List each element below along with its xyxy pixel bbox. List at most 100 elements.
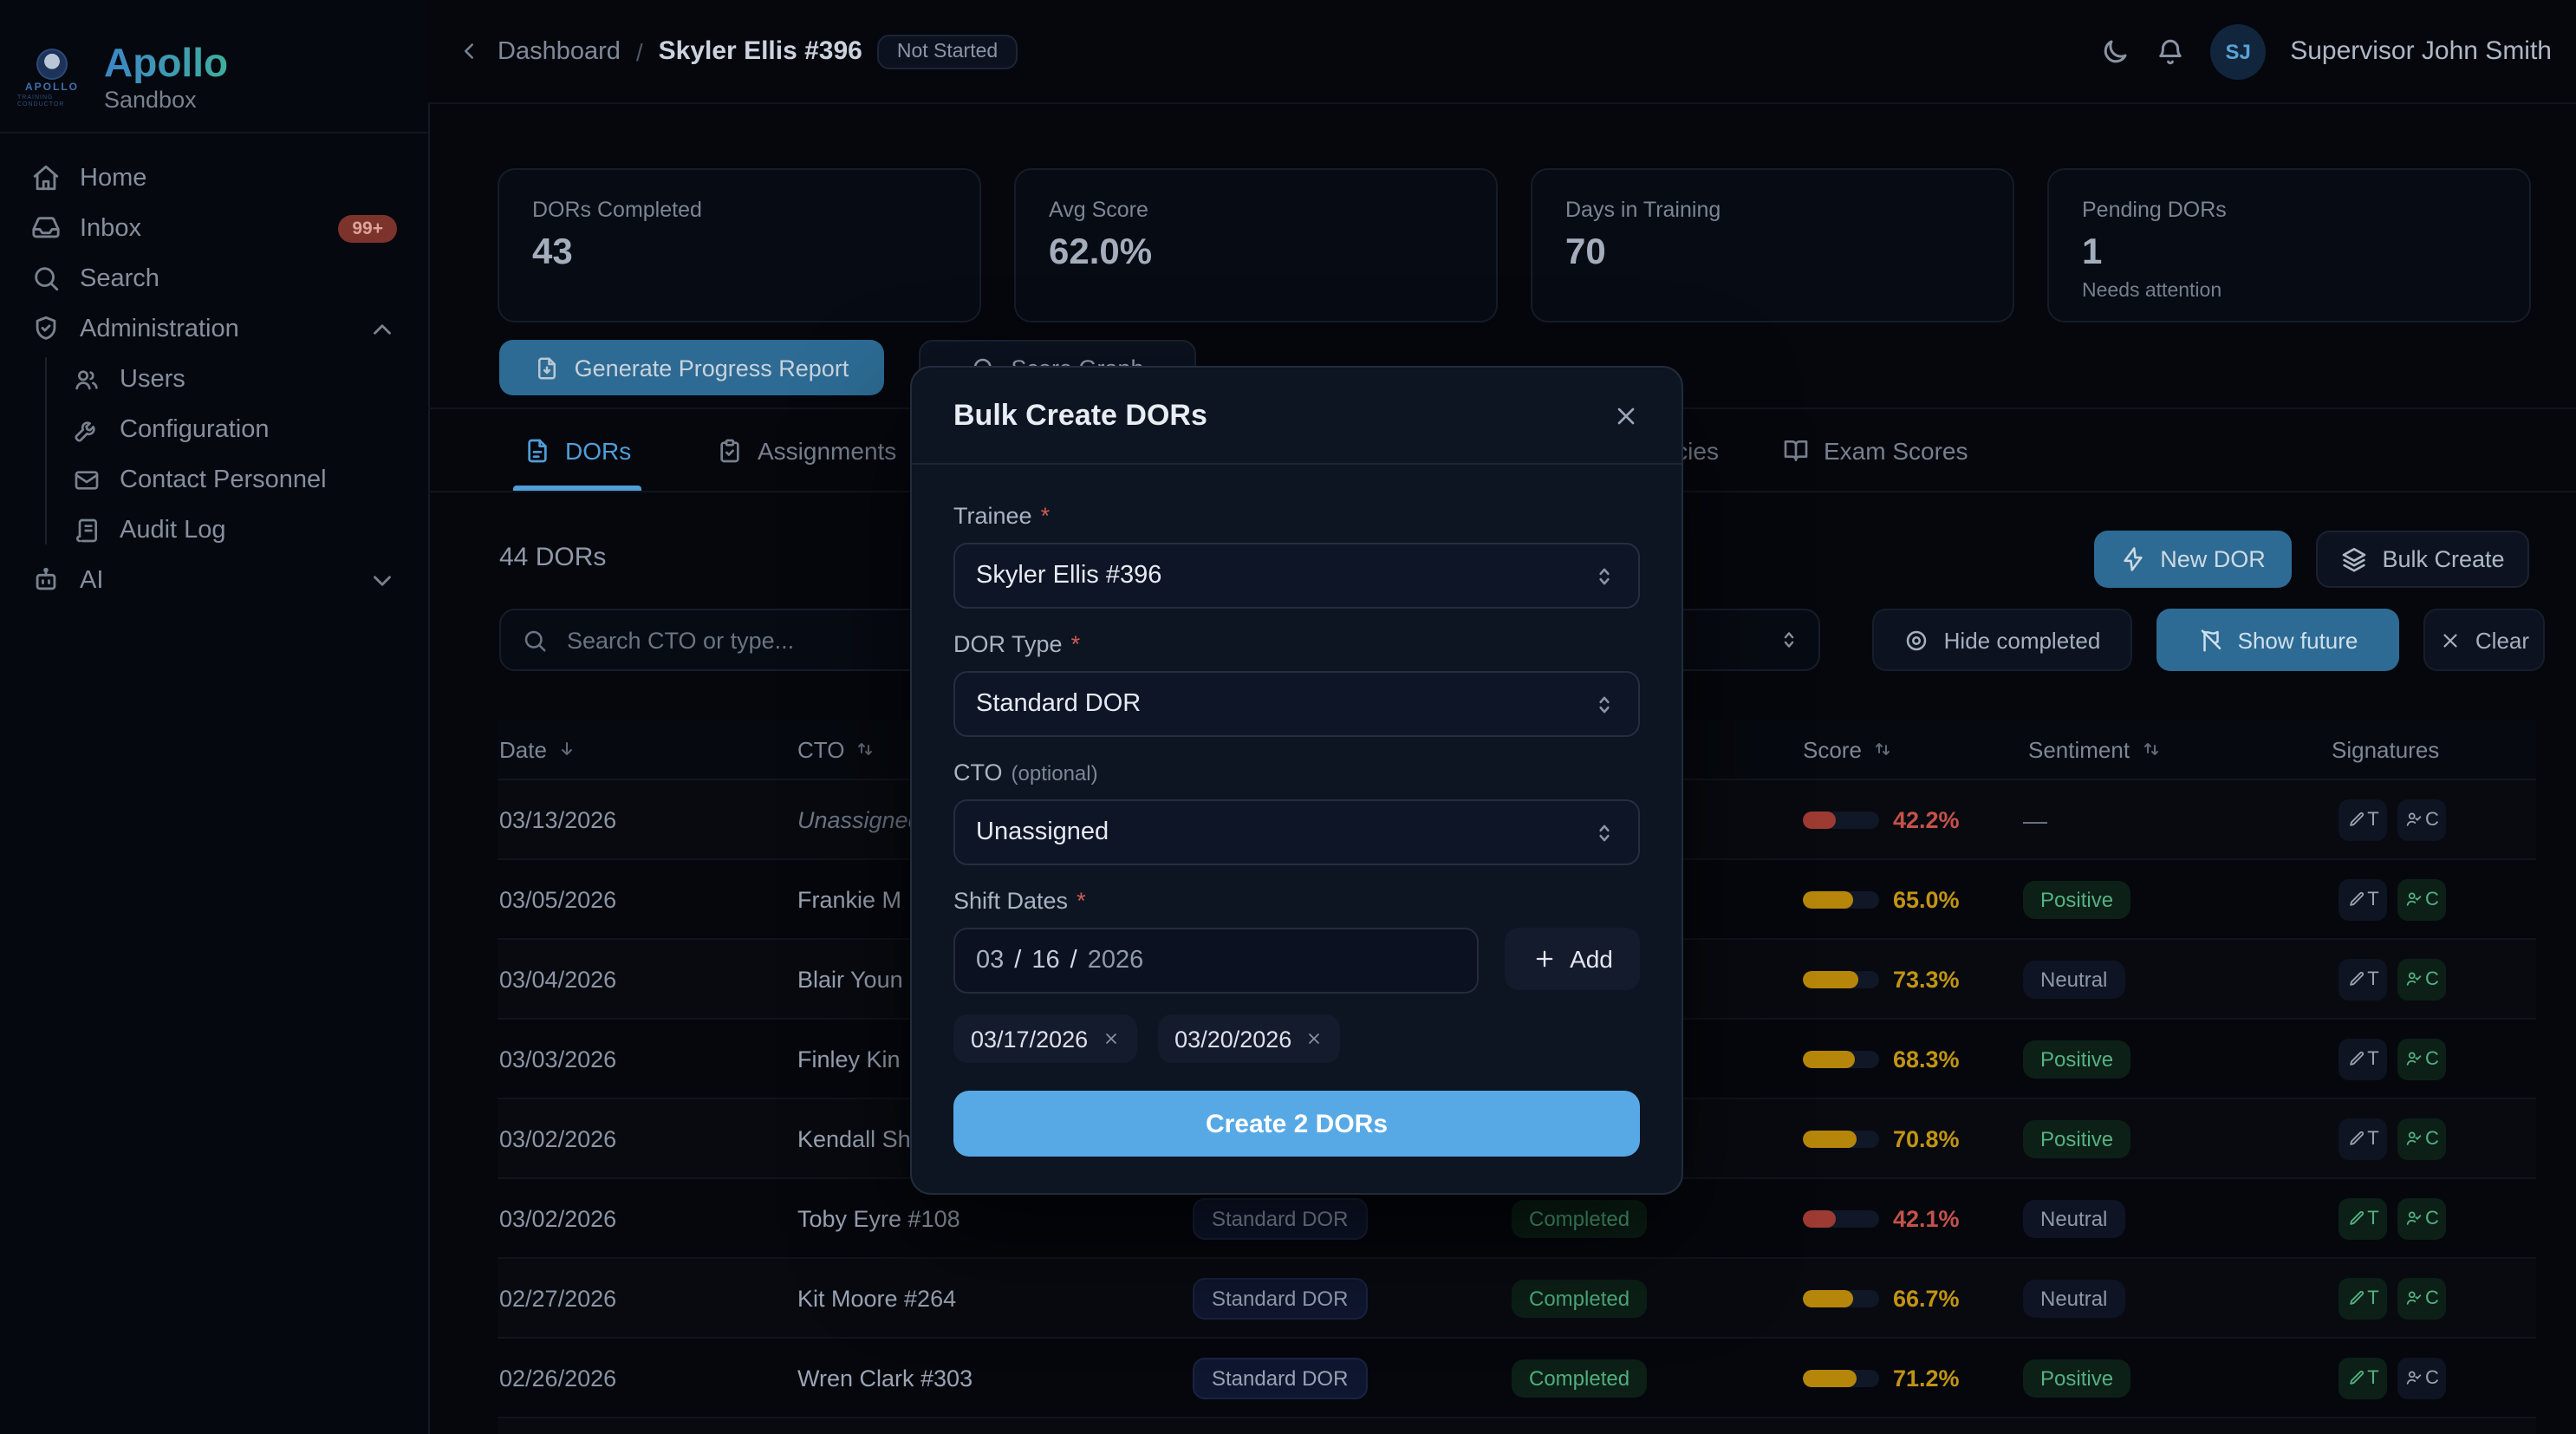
tab-assignments[interactable]: Assignments	[716, 409, 896, 491]
dor-count: 44 DORs	[499, 543, 606, 572]
stat-card: Avg Score 62.0%	[1014, 168, 1498, 323]
cto-select[interactable]: Unassigned	[953, 799, 1640, 865]
stat-note: Needs attention	[2082, 281, 2221, 302]
remove-date-icon[interactable]	[1102, 1030, 1119, 1047]
new-dor-button[interactable]: New DOR	[2094, 531, 2292, 588]
bulk-create-button[interactable]: Bulk Create	[2316, 531, 2529, 588]
sidebar-item-contact-personnel[interactable]: Contact Personnel	[0, 454, 428, 505]
signature-t-chip[interactable]: T	[2339, 798, 2387, 840]
pencil-icon	[2346, 1129, 2365, 1148]
signature-t-chip[interactable]: T	[2339, 878, 2387, 920]
avatar[interactable]: SJ	[2210, 23, 2266, 79]
back-chevron-icon[interactable]	[456, 38, 482, 64]
pencil-icon	[2346, 1209, 2365, 1228]
sentiment-empty: —	[2023, 805, 2047, 833]
sort-both-icon	[855, 739, 875, 759]
target-icon	[1904, 627, 1930, 653]
signature-c-chip[interactable]: C	[2397, 1277, 2446, 1319]
signature-c-chip[interactable]: C	[2397, 798, 2446, 840]
generate-progress-report-button[interactable]: Generate Progress Report	[499, 340, 884, 395]
remove-date-icon[interactable]	[1305, 1030, 1323, 1047]
signature-t-chip[interactable]: T	[2339, 1277, 2387, 1319]
score-bar	[1803, 1369, 1879, 1386]
signature-c-chip[interactable]: C	[2397, 958, 2446, 1000]
dor-cto: Kendall Sh	[797, 1125, 911, 1151]
user-check-icon	[2404, 1288, 2423, 1307]
column-header-date[interactable]: Date	[499, 720, 578, 779]
dor-status-badge: Completed	[1512, 1199, 1647, 1237]
sidebar-item-inbox[interactable]: Inbox 99+	[0, 203, 428, 253]
sidebar-item-ai[interactable]: AI	[0, 555, 428, 605]
column-header-score[interactable]: Score	[1803, 720, 1893, 779]
add-date-button[interactable]: Add	[1505, 928, 1640, 990]
close-icon[interactable]	[1612, 401, 1640, 429]
stat-card: DORs Completed 43	[498, 168, 981, 323]
dor-type-badge: Standard DOR	[1193, 1357, 1367, 1398]
tab-dors[interactable]: DORs	[524, 409, 631, 491]
signature-t-chip[interactable]: T	[2339, 958, 2387, 1000]
sidebar-item-home[interactable]: Home	[0, 153, 428, 203]
brand[interactable]: APOLLO TRAINING CONDUCTOR Apollo Sandbox	[17, 42, 228, 113]
column-header-cto[interactable]: CTO	[797, 720, 875, 779]
user-check-icon	[2404, 1368, 2423, 1387]
dark-mode-icon[interactable]	[2099, 36, 2130, 67]
score-value: 71.2%	[1893, 1365, 1960, 1391]
sidebar-item-audit-log[interactable]: Audit Log	[0, 505, 428, 555]
signature-c-chip[interactable]: C	[2397, 1197, 2446, 1239]
sidebar-item-administration[interactable]: Administration	[0, 303, 428, 354]
sidebar-item-users[interactable]: Users	[0, 354, 428, 404]
signature-t-chip[interactable]: T	[2339, 1118, 2387, 1159]
sentiment-badge: Neutral	[2023, 1279, 2124, 1317]
trainee-select[interactable]: Skyler Ellis #396	[953, 543, 1640, 609]
signature-c-chip[interactable]: C	[2397, 1118, 2446, 1159]
score-bar	[1803, 970, 1879, 988]
shift-date-input[interactable]: 03/16/2026	[953, 928, 1479, 994]
signature-c-chip[interactable]: C	[2397, 878, 2446, 920]
book-open-icon	[1782, 436, 1810, 464]
stat-label: Pending DORs	[2082, 198, 2227, 222]
dor-type-badge: Standard DOR	[1193, 1197, 1367, 1239]
sidebar-item-label: Configuration	[120, 415, 270, 443]
tab-exam-scores[interactable]: Exam Scores	[1782, 409, 1968, 491]
dor-type-select[interactable]: Standard DOR	[953, 671, 1640, 737]
table-row[interactable]: 02/26/2026 Wren Clark #303 Standard DOR …	[498, 1339, 2536, 1418]
sentiment-badge: Positive	[2023, 1359, 2130, 1397]
clear-filters-button[interactable]: Clear	[2423, 609, 2545, 671]
create-dors-submit-button[interactable]: Create 2 DORs	[953, 1091, 1640, 1157]
shield-check-icon	[31, 314, 61, 343]
score-bar	[1803, 1050, 1879, 1067]
sentiment-badge: Neutral	[2023, 1199, 2124, 1237]
column-header-sentiment[interactable]: Sentiment	[2028, 720, 2161, 779]
tab-label: Exam Scores	[1824, 436, 1968, 464]
app-root: APOLLO TRAINING CONDUCTOR Apollo Sandbox…	[0, 0, 2576, 1434]
administration-children: Users Configuration Contact Personnel Au…	[0, 354, 428, 555]
status-badge: Not Started	[878, 34, 1017, 68]
inbox-count-badge: 99+	[338, 214, 397, 242]
user-check-icon	[2404, 1049, 2423, 1068]
score-value: 42.1%	[1893, 1205, 1960, 1231]
signature-t-chip[interactable]: T	[2339, 1038, 2387, 1079]
table-row[interactable]: 02/25/2026 Wren Clark #303 Standard DOR …	[498, 1418, 2536, 1434]
cto-label: CTO	[953, 759, 1003, 785]
score-bar	[1803, 1289, 1879, 1307]
notifications-bell-icon[interactable]	[2155, 36, 2186, 67]
sidebar-nav: Home Inbox 99+ Search Administration Use…	[0, 153, 428, 605]
inbox-icon	[31, 213, 61, 243]
signature-c-chip[interactable]: C	[2397, 1357, 2446, 1398]
hide-completed-button[interactable]: Hide completed	[1872, 609, 2132, 671]
column-header-signatures[interactable]: Signatures	[2332, 720, 2439, 779]
breadcrumb-dashboard[interactable]: Dashboard	[498, 37, 621, 65]
sidebar-item-search[interactable]: Search	[0, 253, 428, 303]
page-title: Skyler Ellis #396	[659, 36, 862, 66]
tab-label: DORs	[565, 436, 631, 464]
plus-icon	[1532, 947, 1556, 971]
signature-c-chip[interactable]: C	[2397, 1038, 2446, 1079]
sidebar-item-configuration[interactable]: Configuration	[0, 404, 428, 454]
apollo-logo-icon: APOLLO TRAINING CONDUCTOR	[17, 48, 87, 107]
table-row[interactable]: 02/27/2026 Kit Moore #264 Standard DOR C…	[498, 1259, 2536, 1339]
show-future-button[interactable]: Show future	[2156, 609, 2399, 671]
signature-t-chip[interactable]: T	[2339, 1357, 2387, 1398]
signature-t-chip[interactable]: T	[2339, 1197, 2387, 1239]
pencil-icon	[2346, 1288, 2365, 1307]
required-asterisk: *	[1041, 503, 1051, 529]
